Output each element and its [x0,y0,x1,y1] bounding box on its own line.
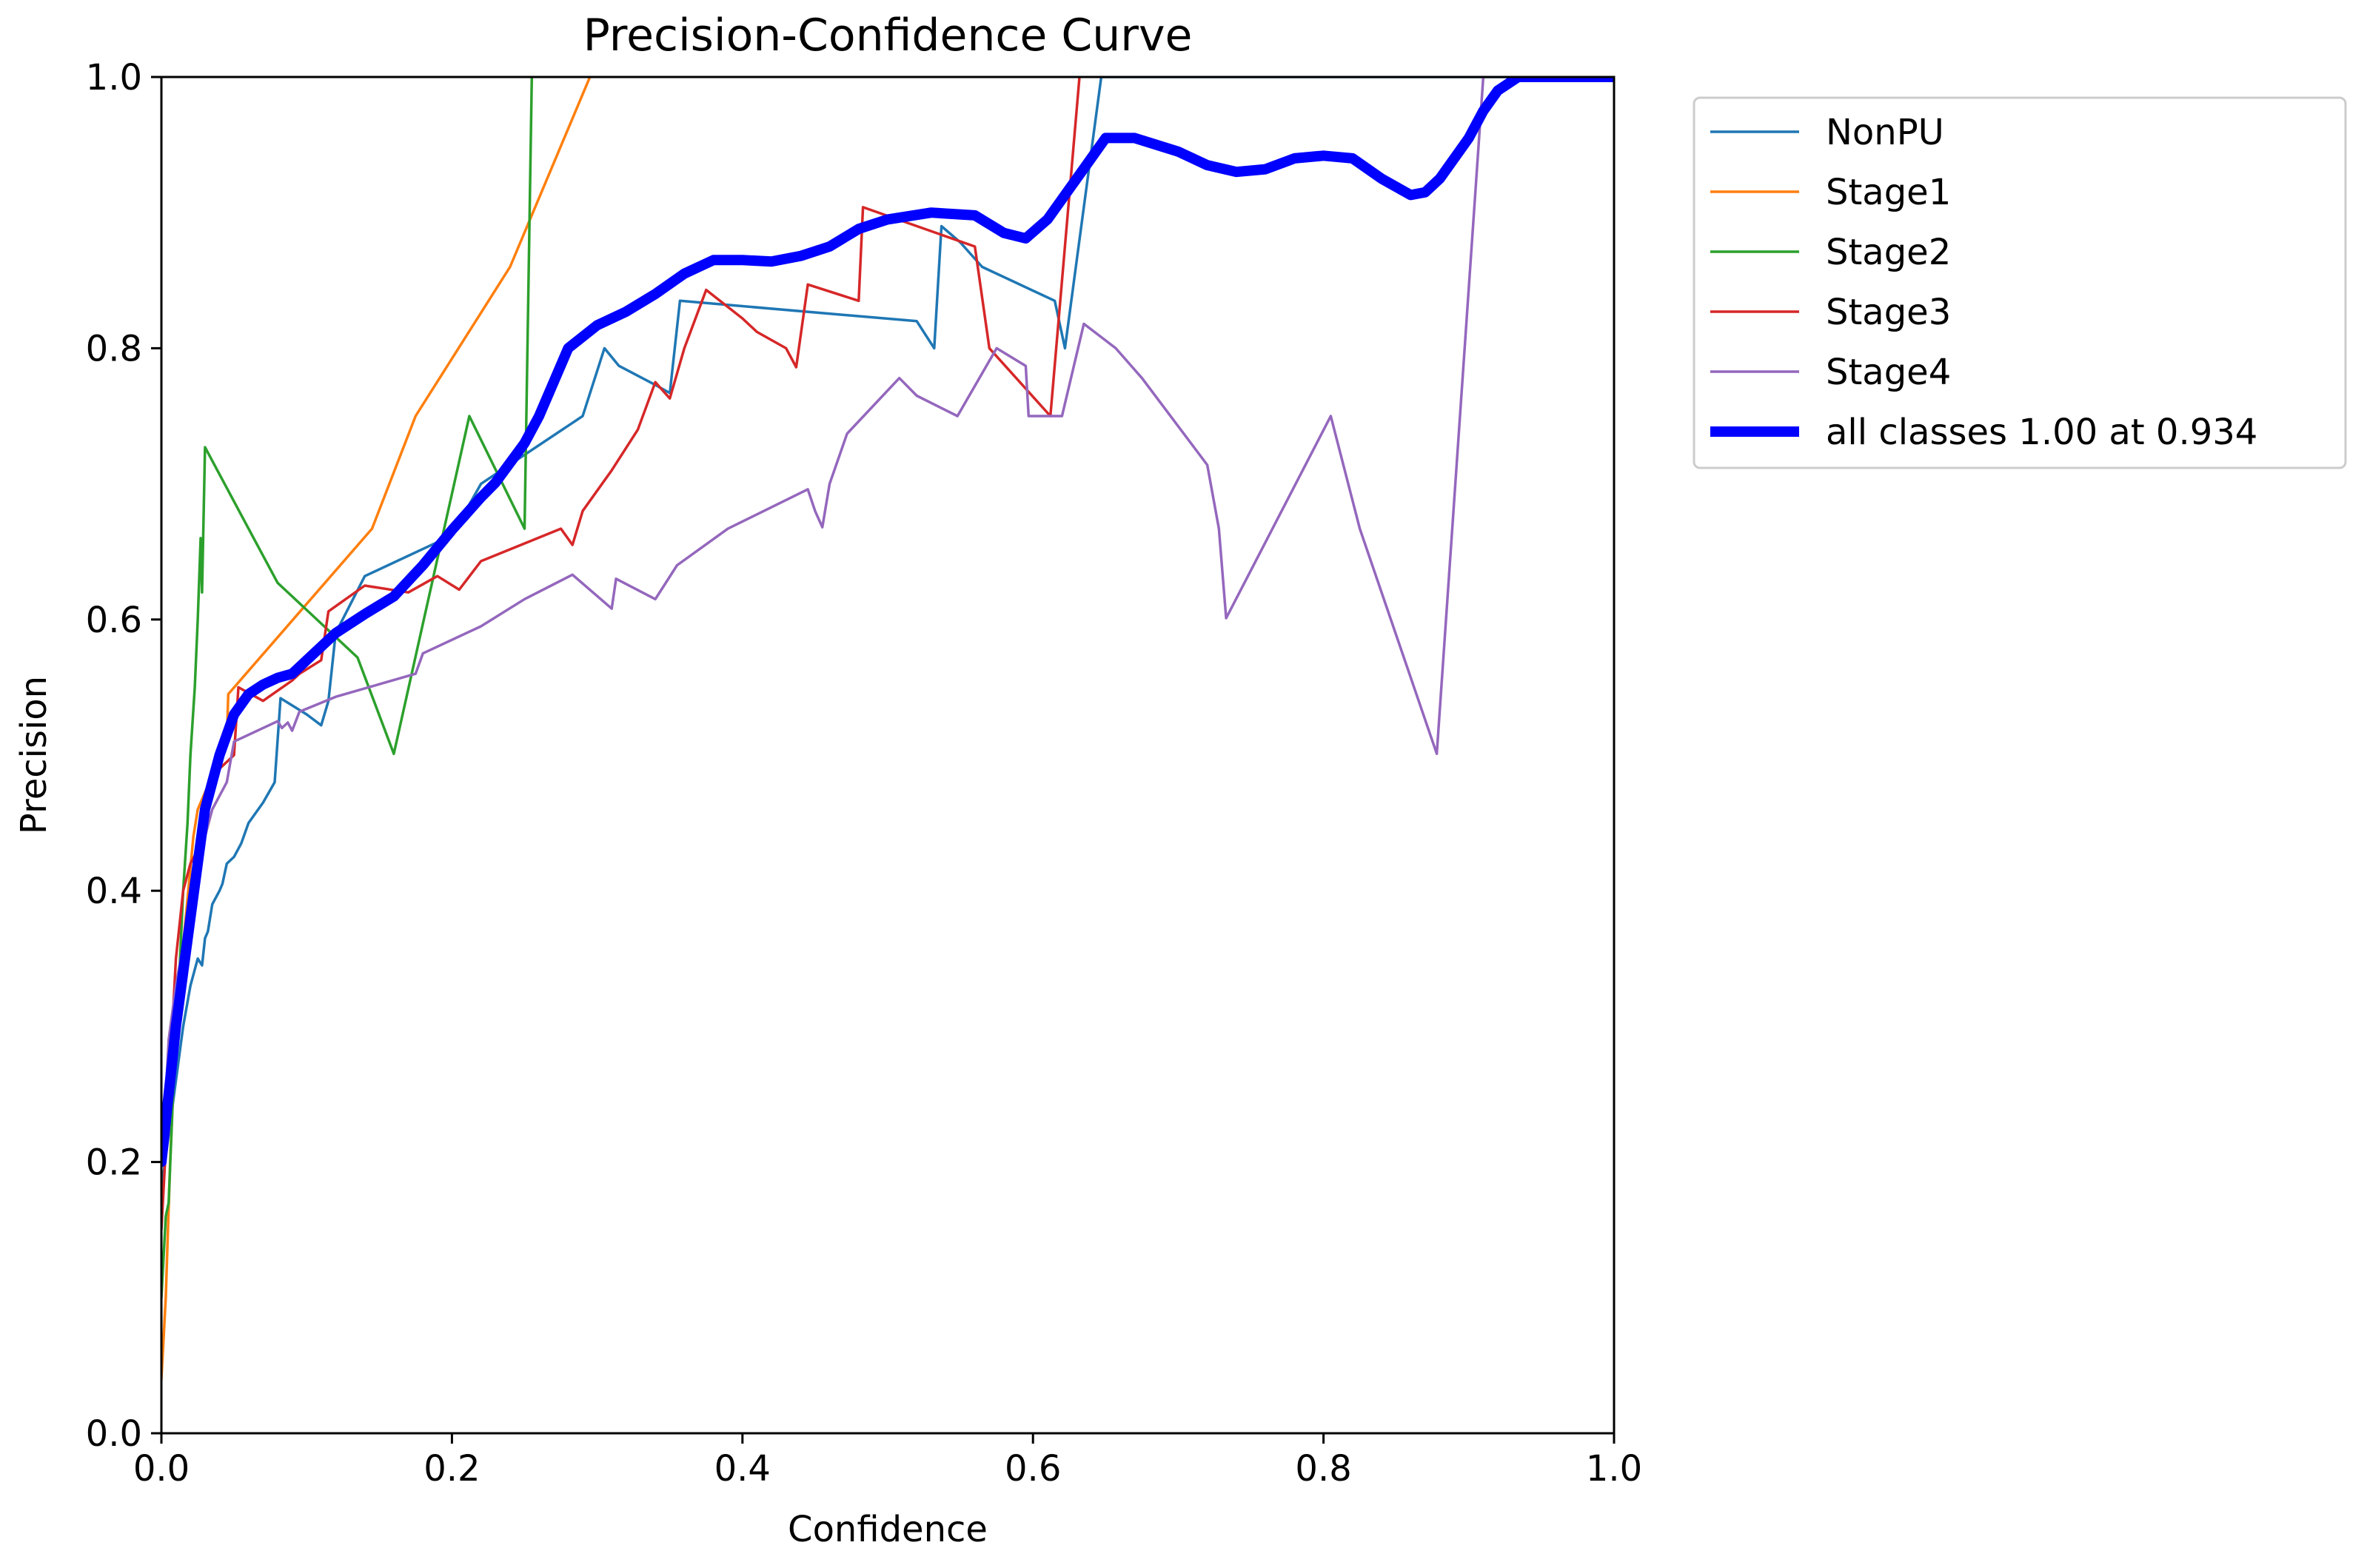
x-tick-label: 0.0 [133,1448,190,1490]
axis-ticks: 0.0 0.2 0.4 0.6 0.8 1.0 0.0 0.2 0.4 0.6 0.8 1.0 [86,57,1643,1490]
legend: NonPU Stage1 Stage2 Stage3 Stage4 all classes… [1693,96,2347,469]
y-tick-label: 0.0 [86,1413,142,1455]
x-tick-label: 1.0 [1586,1448,1642,1490]
y-tick-label: 0.2 [86,1142,142,1184]
x-tick-label: 0.2 [423,1448,480,1490]
legend-label-1: Stage1 [1826,172,1951,213]
y-tick-label: 1.0 [86,57,142,98]
x-axis-label: Confidence [788,1509,988,1550]
x-tick-label: 0.6 [1005,1448,1061,1490]
series-line-4 [161,77,1485,1164]
x-tick-label: 0.4 [714,1448,771,1490]
y-tick-label: 0.4 [86,871,142,912]
legend-label-3: Stage3 [1826,292,1951,333]
y-tick-label: 0.8 [86,328,142,369]
x-tick-label: 0.8 [1295,1448,1351,1490]
series-line-5 [161,77,1614,1167]
series-line-0 [161,77,1614,1190]
legend-label-2: Stage2 [1826,232,1951,273]
y-tick-label: 0.6 [86,600,142,641]
legend-label-4: Stage4 [1826,352,1951,393]
series-layer [161,77,1614,1381]
legend-label-5: all classes 1.00 at 0.934 [1826,412,2257,453]
plot-frame [160,76,1616,1435]
legend-label-0: NonPU [1826,112,1944,153]
legend-box [1693,96,2347,469]
y-axis-label: Precision [13,676,55,834]
chart-title: Precision-Confidence Curve [583,10,1193,61]
legend-items: NonPU Stage1 Stage2 Stage3 Stage4 all classes… [1710,112,2257,453]
